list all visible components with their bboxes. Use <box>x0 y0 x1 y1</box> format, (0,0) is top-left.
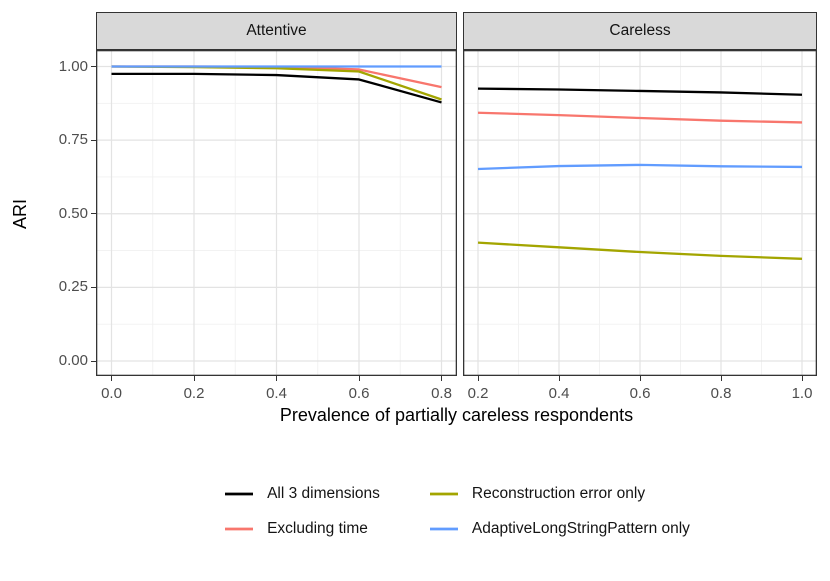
x-tick-mark <box>193 376 195 381</box>
facet-strip-careless: Careless <box>463 12 817 50</box>
y-tick-mark <box>91 286 96 288</box>
y-tick-label: 0.50 <box>58 204 88 222</box>
x-tick-label: 0.2 <box>183 385 205 402</box>
panel-careless <box>463 50 817 376</box>
x-tick-label: 0.6 <box>629 385 651 402</box>
legend-item-all-3-dimensions: All 3 dimensions <box>223 485 380 503</box>
series-line-all-3-dimensions <box>111 72 442 104</box>
x-tick-mark <box>720 376 722 381</box>
series-line-reconstruction-error-only <box>477 241 803 260</box>
legend-label: All 3 dimensions <box>267 485 380 502</box>
x-tick-mark <box>639 376 641 381</box>
y-tick-mark <box>91 139 96 141</box>
y-tick-mark <box>91 66 96 67</box>
legend: All 3 dimensions Excluding time Reconstr… <box>96 485 817 538</box>
y-tick-label: 0.00 <box>58 352 88 369</box>
series-line-adaptivelongstringpattern-only <box>477 163 803 171</box>
x-tick-mark <box>477 376 479 381</box>
y-tick-label: 0.25 <box>58 278 88 296</box>
x-tick-label: 0.4 <box>266 385 287 402</box>
x-tick-label: 0.8 <box>431 385 452 402</box>
y-tick-label: 1.00 <box>58 57 88 75</box>
x-axis-title: Prevalence of partially careless respond… <box>279 405 634 425</box>
x-tick-mark <box>801 376 803 381</box>
x-tick-mark <box>558 376 560 381</box>
y-tick-mark <box>91 213 96 215</box>
legend-key-line <box>429 492 458 496</box>
facet-strip-label: Careless <box>609 22 671 39</box>
y-axis-title: ARI <box>9 199 30 230</box>
series-line-excluding-time <box>477 111 803 124</box>
legend-key-line <box>225 492 254 496</box>
x-tick-label: 1.0 <box>791 385 813 402</box>
x-tick-mark <box>111 376 112 381</box>
x-tick-label: 0.2 <box>467 385 489 402</box>
x-tick-mark <box>358 376 360 381</box>
x-tick-label: 0.4 <box>548 385 570 402</box>
legend-label: Excluding time <box>267 520 368 537</box>
legend-item-excluding-time: Excluding time <box>223 520 380 538</box>
x-tick-mark <box>441 376 442 381</box>
x-tick-label: 0.6 <box>348 385 370 402</box>
series-line-all-3-dimensions <box>477 87 803 96</box>
y-tick-mark <box>91 360 96 362</box>
facet-strip-label: Attentive <box>246 22 307 39</box>
y-tick-label: 0.75 <box>58 131 88 149</box>
legend-label: Reconstruction error only <box>471 485 646 502</box>
legend-item-reconstruction-error-only: Reconstruction error only <box>428 485 690 503</box>
legend-grid: All 3 dimensions Excluding time Reconstr… <box>223 485 690 538</box>
x-tick-label: 0.0 <box>101 385 122 402</box>
panel-attentive <box>96 50 457 376</box>
legend-key-line <box>429 527 458 531</box>
legend-label: AdaptiveLongStringPattern only <box>471 520 690 537</box>
x-tick-label: 0.8 <box>710 385 732 402</box>
legend-item-adaptivelongstringpattern-only: AdaptiveLongStringPattern only <box>428 520 690 538</box>
legend-key-line <box>225 527 254 531</box>
facet-strip-attentive: Attentive <box>96 12 457 50</box>
x-tick-mark <box>276 376 277 381</box>
